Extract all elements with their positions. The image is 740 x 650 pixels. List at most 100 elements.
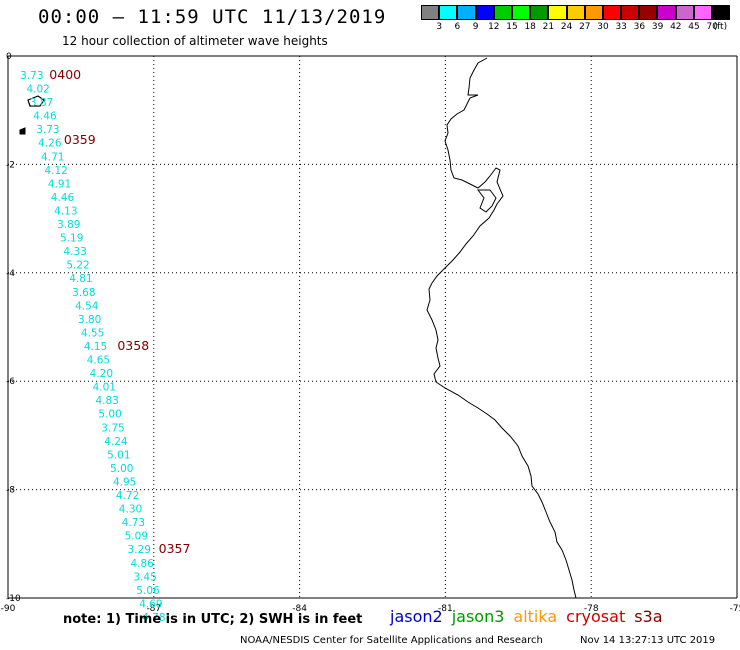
color-scale-label: 27 <box>579 22 591 32</box>
x-tick-label: -90 <box>1 604 16 614</box>
wave-height-value: 3.75 <box>101 422 124 434</box>
wave-height-value: 3.73 <box>36 124 59 136</box>
color-scale-boxes <box>421 5 731 20</box>
wave-height-value: 4.81 <box>69 273 92 285</box>
color-scale-box <box>639 5 658 20</box>
pass-time-labels: 0400 0359 0358 0357 <box>49 67 190 556</box>
color-scale-label: 15 <box>506 22 518 32</box>
wave-height-value: 4.69 <box>139 598 162 610</box>
wave-height-value: 5.06 <box>136 585 160 597</box>
color-scale-label: (ft) <box>713 22 728 32</box>
color-scale-box <box>675 5 694 20</box>
galapagos-island <box>27 95 45 107</box>
wave-height-value: 4.71 <box>41 151 64 163</box>
pass-time-label: 0400 <box>49 67 81 82</box>
x-tick-label: -87 <box>146 604 161 614</box>
color-scale-box <box>657 5 676 20</box>
coastline <box>426 57 577 599</box>
wave-height-value: 4.73 <box>122 517 145 529</box>
color-scale-label: 39 <box>651 22 664 32</box>
satellite-legend: jason2 jason3 altika cryosat s3a <box>390 607 672 626</box>
wave-height-value: 4.12 <box>44 165 67 177</box>
map-grid <box>7 55 738 599</box>
color-scale-label: 24 <box>560 22 573 32</box>
pass-time-label: 0357 <box>159 541 191 556</box>
pass-time-label: 0358 <box>117 338 149 353</box>
satellite-legend-item: cryosat <box>566 607 626 626</box>
wave-height-value: 3.80 <box>78 314 101 326</box>
satellite-legend-item: s3a <box>634 607 663 626</box>
wave-height-value: 4.20 <box>90 368 113 380</box>
color-scale-label: 42 <box>670 22 682 32</box>
color-scale-box <box>530 5 549 20</box>
galapagos-islet <box>19 127 26 135</box>
wave-height-value: 4.15 <box>84 341 107 353</box>
color-scale-box <box>421 5 440 20</box>
wave-height-value: 4.24 <box>104 436 128 448</box>
y-tick-label: 0 <box>6 52 12 62</box>
color-scale-box <box>548 5 567 20</box>
color-scale-box <box>493 5 512 20</box>
wave-height-value: 5.22 <box>66 260 89 272</box>
wave-height-value: 4.46 <box>51 192 75 204</box>
wave-height-value: 3.89 <box>57 219 80 231</box>
color-scale-box <box>621 5 640 20</box>
color-scale-label: 9 <box>472 22 479 32</box>
color-scale-box <box>457 5 476 20</box>
wave-height-value: 5.01 <box>107 449 130 461</box>
generated-timestamp: Nov 14 13:27:13 UTC 2019 <box>580 635 716 646</box>
wave-height-value: 3.29 <box>128 544 151 556</box>
wave-height-value: 4.01 <box>93 382 116 394</box>
chart-title: 00:00 – 11:59 UTC 11/13/2019 <box>38 6 387 28</box>
color-scale-label: 12 <box>488 22 500 32</box>
y-tick-label: -4 <box>6 269 15 279</box>
wave-height-value: 5.00 <box>110 463 133 475</box>
wave-height-value: 3.45 <box>133 571 156 583</box>
color-scale-label: 21 <box>542 22 555 32</box>
satellite-legend-item: altika <box>513 607 558 626</box>
color-scale-legend: 3 6 9 12 15 18 21 24 27 30 33 36 39 42 45 70 (ft) <box>421 5 731 32</box>
wave-height-value: 4.95 <box>113 476 136 488</box>
wave-height-value: 4.02 <box>26 84 49 96</box>
y-tick-label: -10 <box>6 594 21 604</box>
x-tick-label: -75 <box>730 604 740 614</box>
wave-height-value: 5.09 <box>125 531 148 543</box>
color-scale-box <box>712 5 731 20</box>
wave-height-value: 4.91 <box>48 178 71 190</box>
wave-height-value: 5.19 <box>60 233 83 245</box>
x-tick-label: -84 <box>292 604 307 614</box>
color-scale-box <box>693 5 712 20</box>
color-scale-box <box>566 5 585 20</box>
wave-height-value: 4.54 <box>75 300 99 312</box>
color-scale-label: 6 <box>454 22 461 32</box>
map-axis-ticks: -90 -87 -84 -81 -78 -75 0 -2 -4 -6 -8 -10 <box>1 52 740 614</box>
wave-height-value: 4.55 <box>81 327 104 339</box>
color-scale-box <box>602 5 622 20</box>
color-scale-box <box>584 5 603 20</box>
island-outline <box>477 189 497 213</box>
pass-time-label: 0359 <box>64 132 96 147</box>
color-scale-box <box>511 5 531 20</box>
wave-height-value: 5.00 <box>98 409 121 421</box>
wave-height-value: 4.83 <box>95 395 118 407</box>
color-scale-label: 70 <box>706 22 718 32</box>
x-tick-label: -78 <box>584 604 599 614</box>
chart-subtitle: 12 hour collection of altimeter wave hei… <box>62 34 328 48</box>
wave-height-value: 4.46 <box>33 111 57 123</box>
y-tick-label: -2 <box>6 160 15 170</box>
wave-height-value: 4.78 <box>142 612 165 624</box>
credit-text: NOAA/NESDIS Center for Satellite Applica… <box>240 635 543 646</box>
wave-height-value: 3.73 <box>20 70 43 82</box>
satellite-legend-item: jason2 <box>390 607 443 626</box>
color-scale-label: 3 <box>436 22 443 32</box>
color-scale-box <box>475 5 494 20</box>
color-scale-label: 45 <box>688 22 700 32</box>
wave-height-value: 4.65 <box>87 355 110 367</box>
color-scale-label: 33 <box>615 22 627 32</box>
wave-height-value: 4.33 <box>63 246 86 258</box>
y-tick-label: -6 <box>6 377 15 387</box>
wave-height-value: 4.72 <box>116 490 139 502</box>
color-scale-label: 30 <box>597 22 609 32</box>
color-scale-labels: 3 6 9 12 15 18 21 24 27 30 33 36 39 42 45 70 (ft) <box>421 20 730 32</box>
